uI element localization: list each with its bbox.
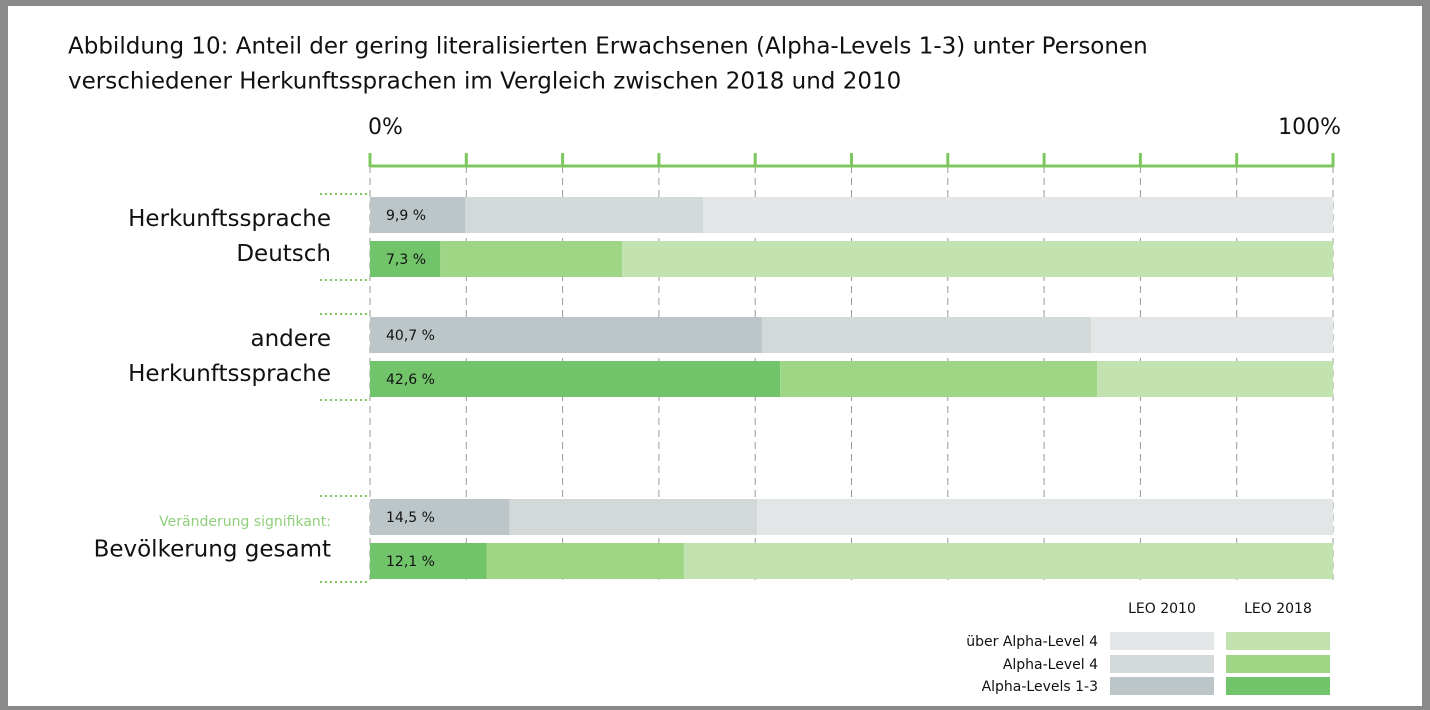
annotation: Veränderung signifikant: bbox=[159, 514, 331, 530]
x-tick-label: 0% bbox=[368, 115, 403, 140]
bar-segment bbox=[465, 197, 704, 233]
bar-segment bbox=[622, 241, 1333, 277]
value-label: 42,6 % bbox=[386, 372, 435, 388]
bar-segment bbox=[370, 317, 762, 353]
legend-label: Alpha-Level 4 bbox=[1003, 657, 1098, 673]
bar-segment bbox=[370, 499, 510, 535]
x-tick-label: 100% bbox=[1278, 115, 1341, 140]
value-label: 12,1 % bbox=[386, 554, 435, 570]
legend-label: Alpha-Levels 1-3 bbox=[982, 679, 1098, 695]
value-label: 9,9 % bbox=[386, 208, 426, 224]
bar-segment bbox=[1091, 317, 1333, 353]
bar-segment bbox=[1097, 361, 1333, 397]
bar-segment bbox=[370, 197, 466, 233]
bar-segment bbox=[761, 317, 1092, 353]
bar-segment bbox=[370, 361, 781, 397]
bar-segment bbox=[440, 241, 623, 277]
legend-swatch bbox=[1226, 677, 1330, 695]
legend-swatch bbox=[1110, 677, 1214, 695]
value-label: 14,5 % bbox=[386, 510, 435, 526]
bar-segment bbox=[486, 543, 684, 579]
bar-segment bbox=[370, 543, 487, 579]
bar-segment bbox=[509, 499, 758, 535]
legend-swatch bbox=[1226, 655, 1330, 673]
bar-segment bbox=[683, 543, 1333, 579]
bar-segment bbox=[370, 241, 441, 277]
value-label: 7,3 % bbox=[386, 252, 426, 268]
chart-title: verschiedener Herkunftssprachen im Vergl… bbox=[68, 69, 901, 95]
legend-label: über Alpha-Level 4 bbox=[966, 634, 1098, 650]
category-label: andere bbox=[250, 326, 331, 352]
bar-segment bbox=[703, 197, 1333, 233]
legend-header: LEO 2010 bbox=[1128, 601, 1196, 617]
category-label: Herkunftssprache bbox=[128, 361, 331, 387]
category-label: Herkunftssprache bbox=[128, 206, 331, 232]
legend-header: LEO 2018 bbox=[1244, 601, 1312, 617]
bar-segment bbox=[780, 361, 1098, 397]
legend-swatch bbox=[1110, 655, 1214, 673]
category-label: Deutsch bbox=[236, 241, 331, 267]
bar-segment bbox=[757, 499, 1333, 535]
chart-title: Abbildung 10: Anteil der gering literali… bbox=[68, 34, 1148, 60]
legend-swatch bbox=[1110, 632, 1214, 650]
legend-swatch bbox=[1226, 632, 1330, 650]
value-label: 40,7 % bbox=[386, 328, 435, 344]
panel bbox=[8, 6, 1422, 706]
category-label: Bevölkerung gesamt bbox=[94, 537, 331, 563]
